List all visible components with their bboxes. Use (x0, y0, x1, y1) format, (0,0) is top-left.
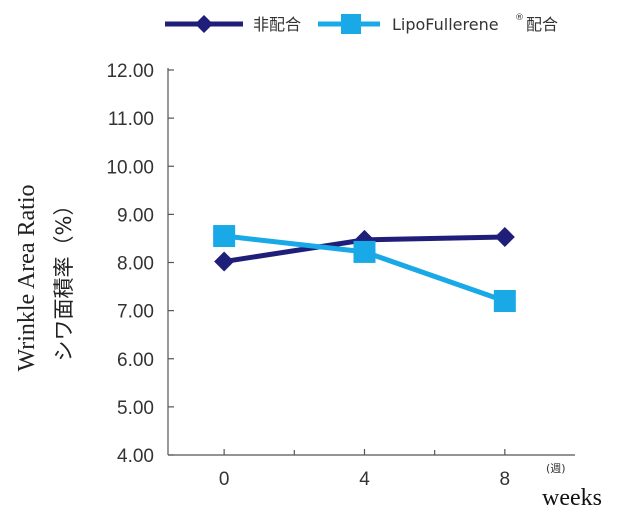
legend-label-registered-mark: ® (515, 13, 524, 23)
series-layer (213, 225, 516, 312)
data-point-square (213, 225, 236, 248)
data-point-square (353, 240, 376, 263)
legend-label-lipofullerene-tail: 配合 (526, 15, 558, 34)
y-tick-label: 11.00 (108, 109, 154, 130)
x-tick-label: 4 (359, 469, 370, 490)
y-tick-label: 8.00 (117, 254, 154, 275)
legend-label-non-formulated: 非配合 (253, 15, 301, 34)
y-tick-label: 4.00 (117, 446, 154, 467)
y-axis-label-japanese: シワ面積率（%） (52, 195, 76, 362)
data-point-diamond (214, 251, 235, 272)
x-axis-unit-english: weeks (542, 485, 602, 508)
x-axis-unit-japanese: (週) (546, 462, 566, 475)
y-tick-labels: 12.00 11.00 10.00 9.00 8.00 7.00 6.00 5.00 4.00 (106, 61, 154, 467)
legend-entry-lipofullerene: LipoFullerene ® 配合 (318, 13, 558, 34)
y-tick-label: 5.00 (117, 398, 154, 419)
data-point-diamond (494, 226, 515, 247)
y-tick-label: 9.00 (117, 205, 154, 226)
legend-label-lipofullerene: LipoFullerene (392, 15, 499, 34)
data-point-square (493, 290, 516, 312)
axes (167, 68, 575, 456)
y-axis-label-english: Wrinkle Area Ratio (14, 185, 40, 372)
y-tick-label: 10.00 (106, 157, 154, 178)
legend-marker-square (341, 14, 361, 34)
legend: 非配合 LipoFullerene ® 配合 (165, 13, 558, 34)
y-tick-label: 6.00 (117, 350, 154, 371)
x-tick-labels: 0 4 8 (219, 469, 510, 490)
y-tick-label: 7.00 (117, 302, 154, 323)
x-tick-label: 8 (500, 469, 511, 490)
legend-entry-non-formulated: 非配合 (165, 15, 301, 34)
legend-marker-diamond (195, 15, 213, 33)
x-tick-label: 0 (219, 469, 230, 490)
y-tick-label: 12.00 (106, 61, 154, 82)
